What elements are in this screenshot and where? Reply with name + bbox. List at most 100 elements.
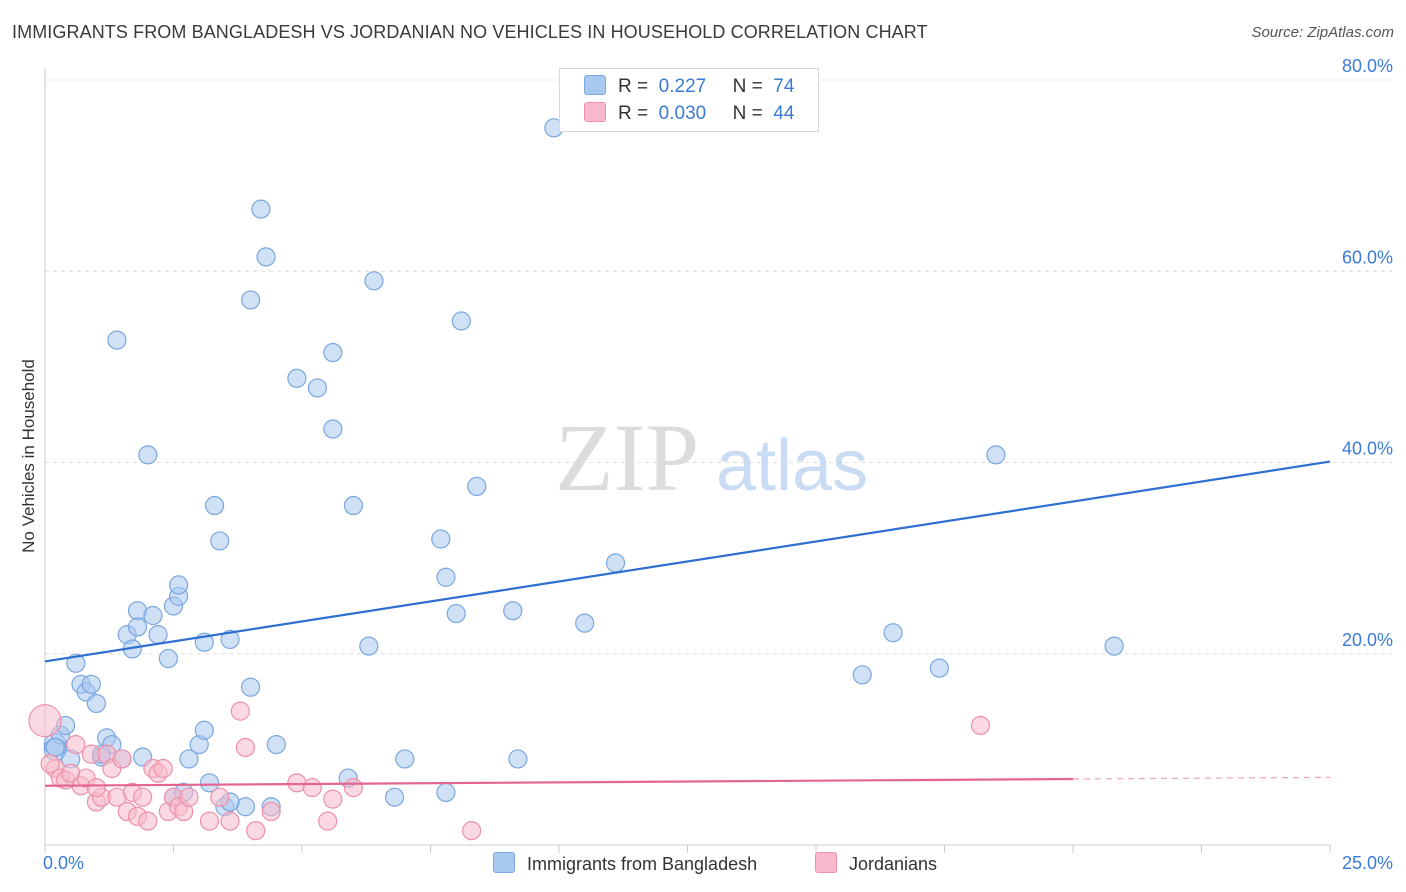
data-point	[307, 378, 328, 398]
data-point	[446, 603, 466, 624]
chart-title: IMMIGRANTS FROM BANGLADESH VS JORDANIAN …	[12, 22, 928, 42]
watermark-zip: ZIP	[555, 404, 699, 511]
y-tick-label: 40.0%	[1342, 439, 1393, 459]
legend-row-jordanians: R = 0.030 N = 44	[584, 102, 794, 128]
data-point	[40, 754, 60, 774]
series-jordanians-points	[28, 701, 991, 841]
bottom-legend-jordanians: Jordanians	[815, 852, 937, 875]
data-point	[986, 445, 1006, 465]
data-point	[343, 495, 363, 516]
correlation-legend: R = 0.227 N = 74 R = 0.030 N = 44	[559, 68, 819, 132]
data-point	[199, 811, 220, 831]
data-point	[133, 787, 153, 807]
gridlines	[45, 79, 1392, 655]
y-tick-label: 80.0%	[1342, 56, 1393, 76]
data-point	[66, 653, 86, 673]
data-point	[395, 749, 415, 769]
trend-line-extension	[1072, 776, 1331, 780]
data-point	[323, 789, 343, 809]
data-point	[364, 271, 384, 291]
legend-r-label: R =	[618, 76, 649, 97]
data-point	[220, 811, 240, 831]
data-point	[143, 605, 163, 626]
data-point	[138, 811, 158, 831]
data-point	[169, 575, 189, 595]
data-point	[508, 749, 528, 769]
trend-lines	[44, 460, 1331, 787]
data-point	[266, 734, 286, 755]
y-tick-label: 20.0%	[1342, 630, 1393, 650]
trend-line	[44, 460, 1331, 663]
data-point	[256, 247, 276, 267]
data-point	[883, 623, 903, 643]
data-point	[451, 311, 471, 331]
data-point	[241, 290, 261, 310]
data-point	[359, 636, 379, 656]
data-point	[66, 734, 86, 755]
bottom-legend-label: Immigrants from Bangladesh	[527, 854, 758, 874]
data-point	[148, 625, 168, 645]
trend-line	[44, 777, 1074, 787]
y-axis-title: No Vehicles in Household	[19, 359, 38, 553]
source-label: Source: ZipAtlas.com	[1251, 24, 1394, 41]
data-point	[81, 674, 101, 694]
data-point	[251, 199, 271, 219]
data-point	[970, 715, 991, 736]
data-point	[205, 495, 225, 516]
data-point	[343, 778, 363, 798]
data-point	[158, 648, 178, 669]
bottom-legend-label: Jordanians	[849, 854, 938, 874]
legend-r-value: 0.227	[658, 76, 707, 97]
watermark-atlas: atlas	[716, 426, 868, 506]
legend-r-label: R =	[618, 103, 649, 124]
data-point	[575, 613, 595, 633]
data-point	[45, 737, 65, 758]
data-point	[194, 720, 214, 740]
data-point	[220, 629, 240, 650]
data-point	[436, 782, 456, 803]
tick-labels: 20.0% 40.0% 60.0% 80.0% 0.0% 25.0%	[43, 56, 1393, 873]
data-point	[230, 701, 250, 721]
data-point	[241, 677, 261, 697]
data-point	[929, 658, 949, 678]
data-point	[318, 811, 338, 831]
data-point	[210, 531, 230, 551]
legend-n-value: 74	[773, 76, 795, 97]
data-point	[323, 342, 343, 363]
data-point	[1104, 636, 1124, 656]
data-point	[467, 476, 487, 497]
bottom-legend-swatch-bangladesh	[493, 852, 515, 873]
data-point	[112, 749, 132, 769]
legend-r-value: 0.030	[658, 103, 707, 124]
legend-n-label: N =	[732, 103, 763, 124]
data-point	[302, 778, 322, 798]
watermark: ZIP atlas	[555, 404, 868, 511]
data-point	[86, 778, 107, 798]
x-tick-label: 25.0%	[1342, 853, 1393, 873]
data-point	[138, 445, 158, 465]
data-point	[179, 749, 199, 769]
y-tick-label: 60.0%	[1342, 247, 1393, 267]
data-point	[235, 737, 256, 758]
bottom-legend-bangladesh: Immigrants from Bangladesh	[493, 852, 757, 875]
data-point	[107, 330, 127, 350]
data-point	[199, 773, 220, 793]
data-point	[287, 368, 307, 388]
data-point	[384, 787, 405, 807]
data-point	[127, 617, 148, 637]
data-point	[86, 693, 107, 714]
x-tick-label: 0.0%	[43, 853, 84, 873]
legend-n-label: N =	[732, 76, 763, 97]
data-point	[605, 553, 626, 573]
data-point	[436, 567, 456, 587]
legend-swatch-jordanians	[584, 102, 606, 122]
legend-n-value: 44	[773, 103, 795, 124]
data-point	[852, 665, 872, 685]
data-point	[503, 601, 523, 621]
data-point	[28, 704, 62, 738]
legend-swatch-bangladesh	[584, 75, 606, 95]
data-point	[153, 758, 173, 779]
data-point	[431, 529, 451, 549]
data-point	[210, 787, 230, 807]
